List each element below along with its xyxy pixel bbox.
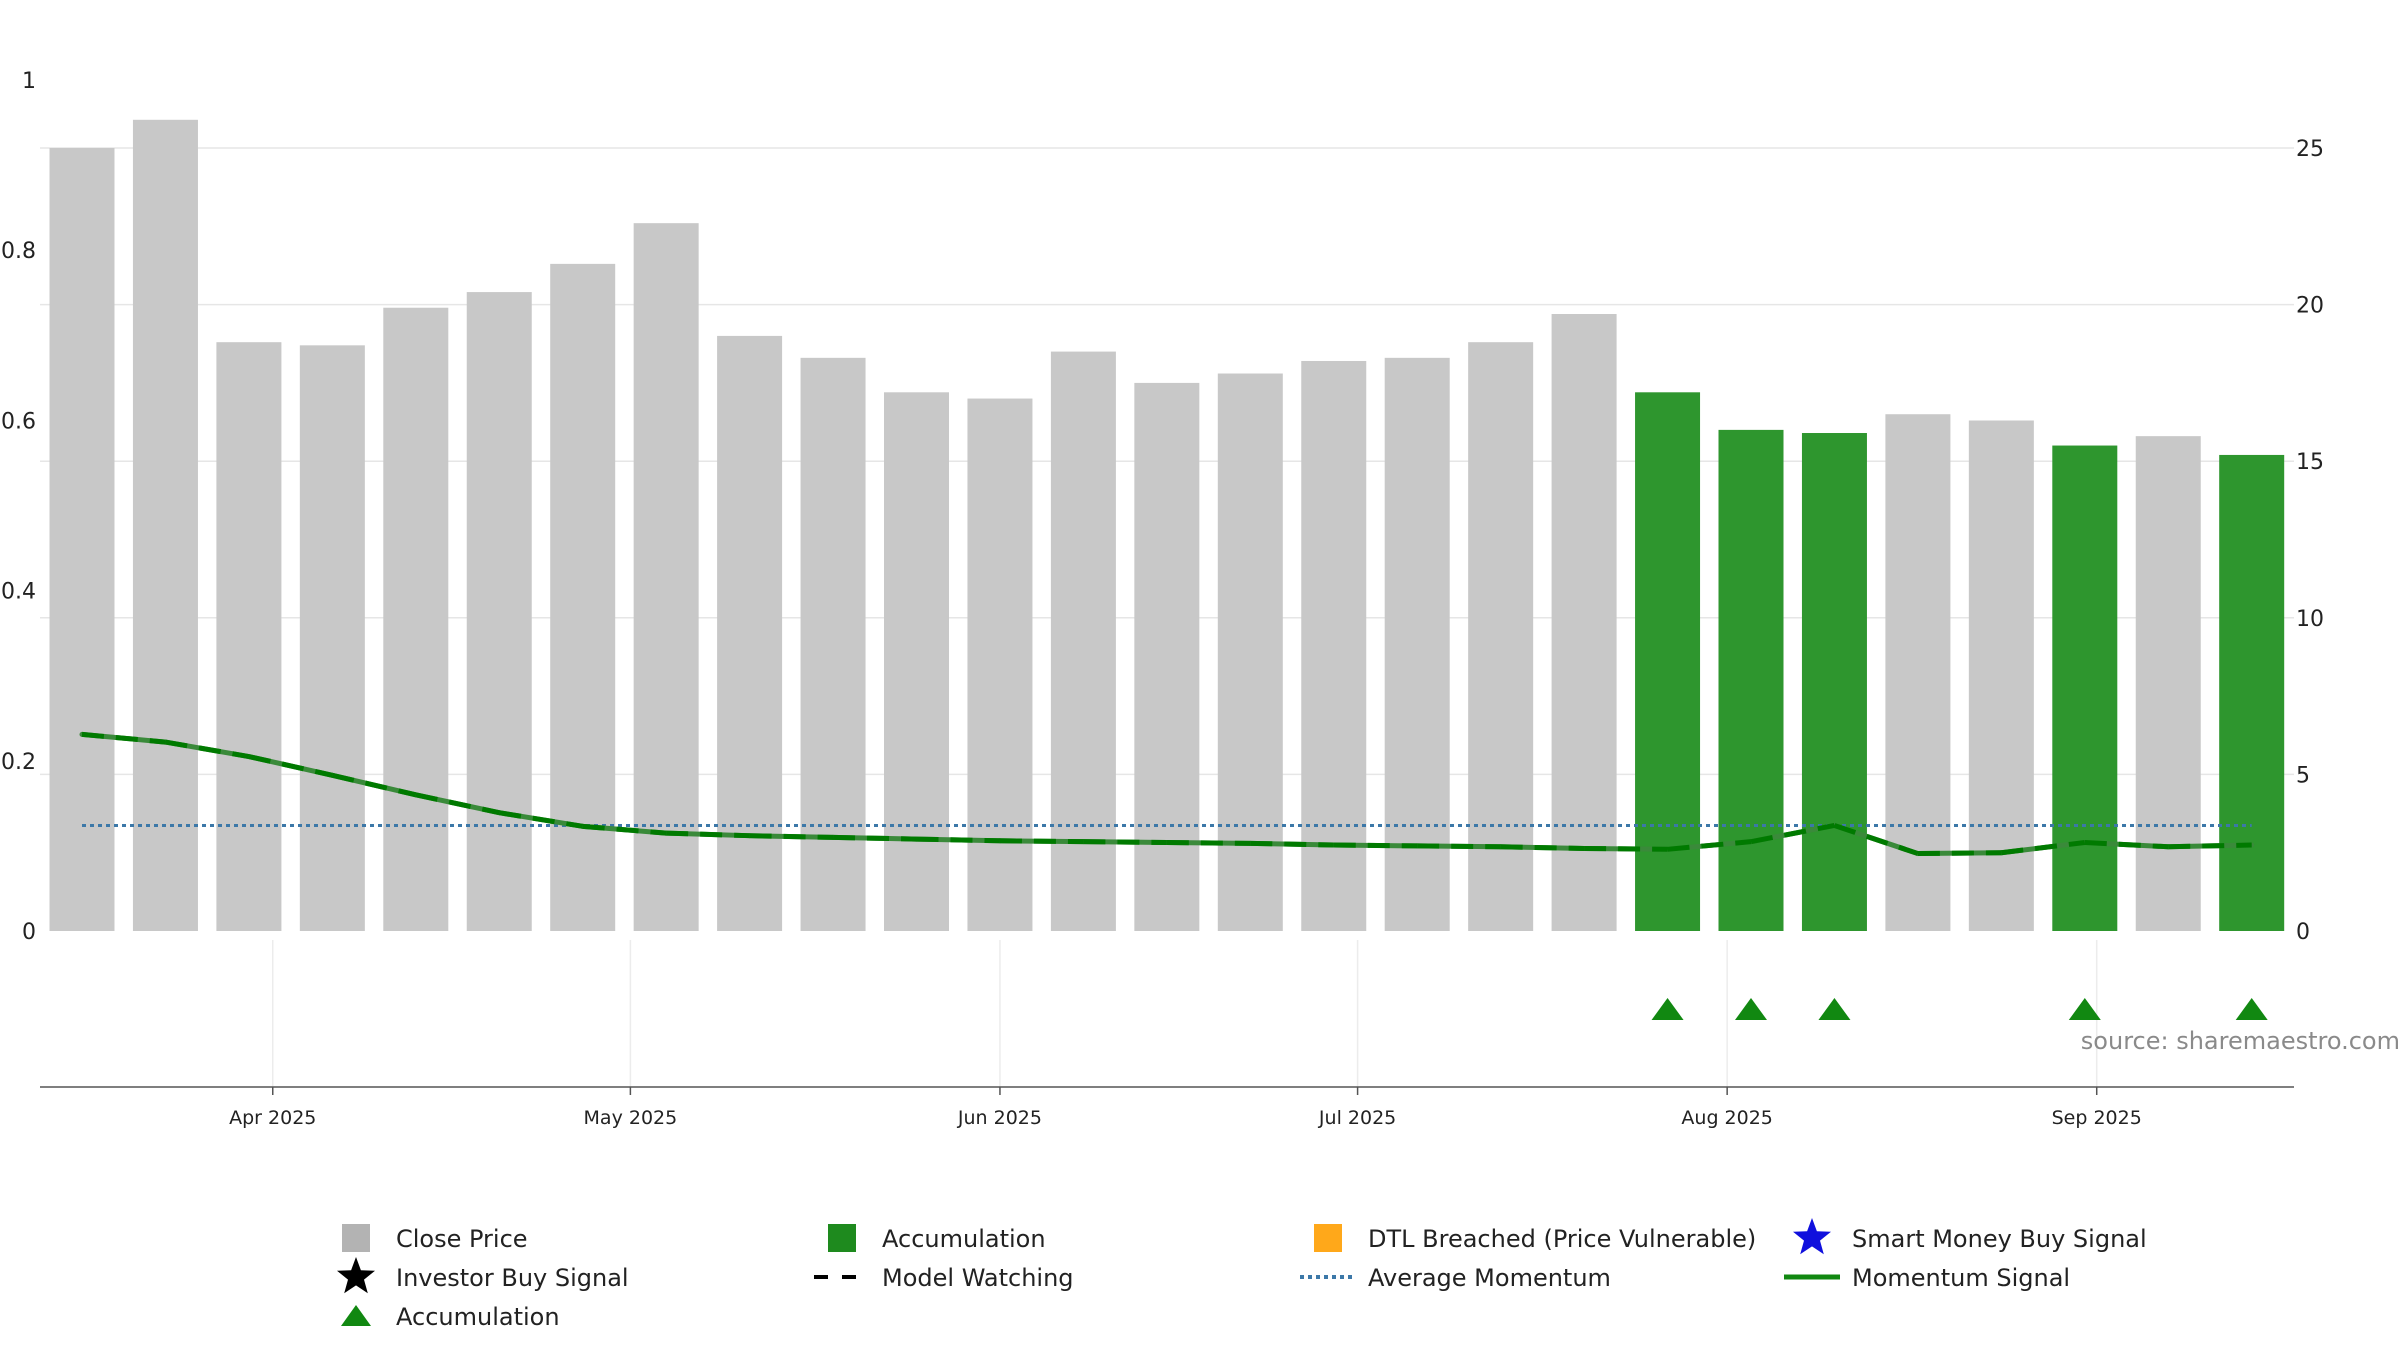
model-watching-segment	[2001, 840, 2086, 856]
momentum-lines	[79, 731, 2255, 857]
legend-triangle-icon	[341, 1305, 371, 1326]
right-tick-label: 10	[2296, 607, 2324, 632]
model-watching-segment	[498, 810, 584, 829]
model-watching-segment	[832, 834, 917, 842]
model-watching-segment	[1083, 839, 1167, 845]
model-watching-segment	[749, 833, 834, 840]
left-tick-label: 0.2	[1, 750, 36, 775]
close-price-bar	[550, 263, 616, 931]
legend-label: Accumulation	[396, 1303, 560, 1331]
close-price-bar	[383, 307, 449, 931]
left-tick-label: 0.8	[1, 239, 36, 264]
close-price-bar	[49, 148, 115, 931]
accumulation-triangle	[1651, 998, 1684, 1020]
close-price-bar	[1301, 360, 1367, 931]
model-watching-segment	[331, 772, 417, 798]
legend-label: Investor Buy Signal	[396, 1264, 629, 1292]
close-price-bar	[2135, 436, 2201, 931]
legend-label: Average Momentum	[1368, 1264, 1611, 1292]
accumulation-bar	[1635, 392, 1701, 931]
model-watching-segment	[1833, 823, 1919, 856]
close-price-bar	[633, 223, 699, 932]
left-tick-label: 0	[22, 920, 36, 945]
x-tick-label: Sep 2025	[2052, 1107, 2142, 1129]
legend-square-icon	[1314, 1224, 1342, 1252]
model-watching-segment	[1917, 850, 2002, 857]
close-price-bar	[717, 335, 783, 931]
close-price-bar	[466, 292, 532, 931]
tick-labels: Apr 2025 May 2025 Jun 2025 Jul 2025 Aug 2025…	[1, 69, 2324, 1129]
legend-square-icon	[342, 1224, 370, 1252]
legend-star-icon	[337, 1257, 375, 1294]
left-tick-label: 0.4	[1, 580, 36, 605]
close-price-bar	[216, 342, 282, 932]
legend-label: Smart Money Buy Signal	[1852, 1225, 2147, 1253]
close-price-bar	[1134, 382, 1200, 931]
model-watching-segment	[415, 792, 500, 816]
close-price-bar	[1968, 420, 2034, 931]
close-price-bar	[1551, 313, 1617, 932]
legend-square-icon	[828, 1224, 856, 1252]
model-watching-segment	[1417, 843, 1501, 850]
close-price-bar	[800, 357, 866, 931]
model-watching-segment	[81, 731, 166, 745]
left-tick-label: 1	[22, 69, 36, 94]
model-watching-segment	[2168, 842, 2252, 850]
close-price-bar	[1384, 357, 1450, 931]
close-price-bars	[49, 119, 2285, 932]
legend-star-icon	[1793, 1218, 1831, 1255]
model-watching-segment	[1333, 842, 1418, 849]
legend-label: Close Price	[396, 1225, 528, 1253]
legend-label: Accumulation	[882, 1225, 1046, 1253]
close-price-bar	[884, 392, 949, 931]
model-watching-segment	[1750, 823, 1835, 845]
close-price-bar	[1217, 373, 1283, 931]
x-tick-label: Jun 2025	[957, 1107, 1042, 1129]
right-tick-label: 0	[2296, 920, 2310, 945]
model-watching-segment	[1166, 839, 1251, 846]
right-tick-label: 15	[2296, 450, 2324, 475]
accumulation-bar	[1718, 429, 1784, 931]
legend-label: DTL Breached (Price Vulnerable)	[1368, 1225, 1756, 1253]
right-tick-label: 25	[2296, 137, 2324, 162]
model-watching-segment	[666, 830, 750, 839]
close-price-bar	[132, 119, 198, 931]
model-watching-segment	[916, 836, 1001, 844]
axes	[40, 1086, 2294, 1095]
left-tick-label: 0.6	[1, 409, 36, 434]
accumulation-markers	[1651, 998, 2268, 1020]
close-price-bar	[1050, 351, 1116, 932]
close-price-bar	[299, 345, 365, 931]
right-tick-label: 5	[2296, 763, 2310, 788]
legend-label: Model Watching	[882, 1264, 1074, 1292]
x-tick-label: Aug 2025	[1681, 1107, 1773, 1129]
model-watching-segment	[1667, 839, 1752, 852]
accumulation-bar	[2052, 445, 2118, 931]
model-watching-segment	[582, 823, 667, 836]
accumulation-bar	[1801, 433, 1867, 931]
x-tick-label: Jul 2025	[1318, 1107, 1396, 1129]
accumulation-triangle	[2068, 998, 2101, 1020]
source-label: source: sharemaestro.com	[2081, 1027, 2400, 1055]
model-watching-segment	[1584, 845, 1668, 852]
x-tick-label: May 2025	[584, 1107, 678, 1129]
model-watching-segment	[248, 754, 333, 778]
model-watching-segment	[1250, 840, 1334, 848]
legend-label: Momentum Signal	[1852, 1264, 2070, 1292]
model-watching-segment	[2084, 839, 2169, 850]
accumulation-triangle	[1735, 998, 1767, 1020]
accumulation-triangle	[1818, 998, 1851, 1020]
legend: Close Price Accumulation DTL Breached (Pri…	[337, 1218, 2147, 1331]
accumulation-bar	[2219, 454, 2285, 931]
right-tick-label: 20	[2296, 294, 2324, 319]
accumulation-triangle	[2235, 998, 2268, 1020]
model-watching-segment	[999, 838, 1084, 845]
x-tick-label: Apr 2025	[229, 1107, 316, 1129]
model-watching-segment	[165, 739, 250, 760]
close-price-bar	[967, 398, 1033, 931]
model-watching-segment	[1500, 844, 1585, 851]
close-price-bar	[1468, 342, 1534, 932]
